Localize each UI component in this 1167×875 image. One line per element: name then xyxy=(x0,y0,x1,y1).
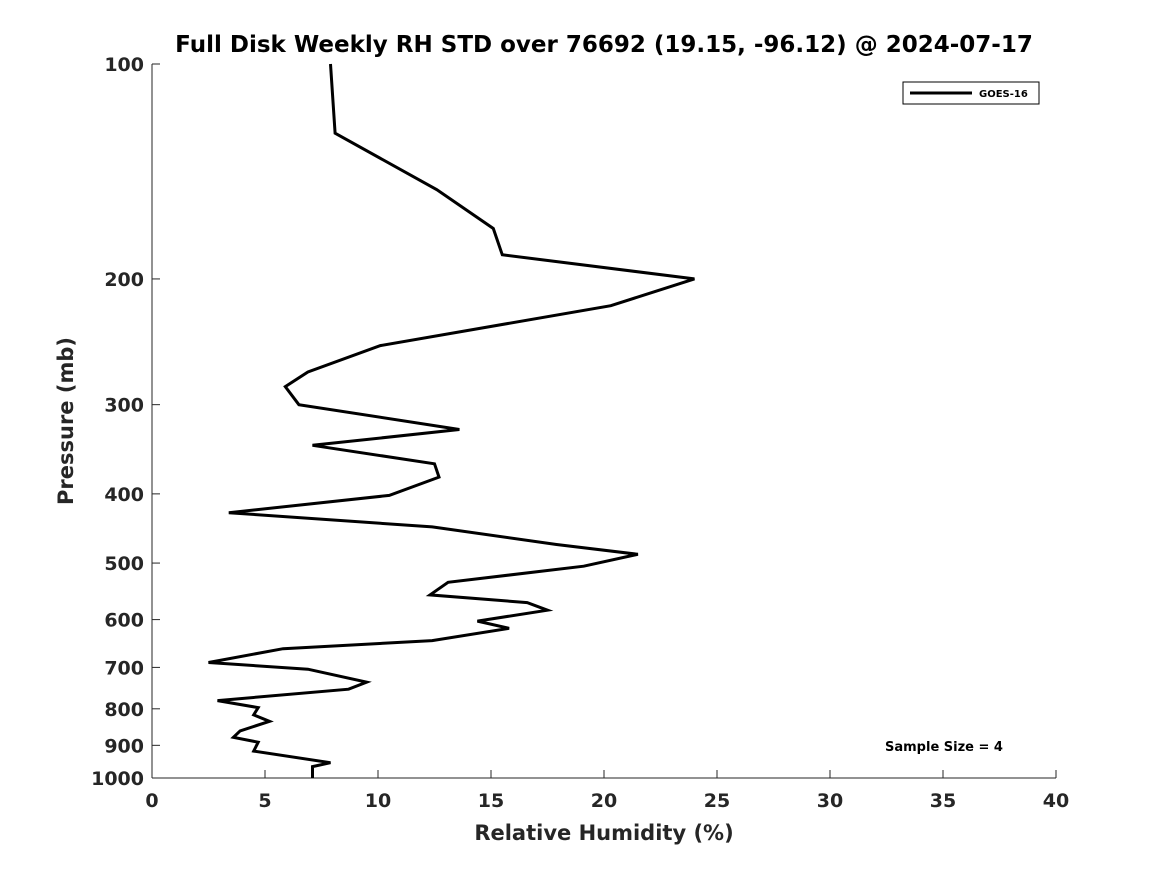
plot-lines xyxy=(208,63,695,778)
y-tick-label: 400 xyxy=(104,484,144,506)
y-axis-label: Pressure (mb) xyxy=(54,337,78,505)
legend-label-goes-16: GOES-16 xyxy=(979,89,1028,100)
x-tick-label: 35 xyxy=(930,790,956,812)
y-tick-label: 300 xyxy=(104,395,144,417)
x-tick-label: 15 xyxy=(478,790,504,812)
x-tick-label: 10 xyxy=(365,790,391,812)
chart-title: Full Disk Weekly RH STD over 76692 (19.1… xyxy=(175,32,1033,58)
y-tick-label: 600 xyxy=(104,610,144,632)
x-axis-label: Relative Humidity (%) xyxy=(474,821,733,845)
series-line-goes-16 xyxy=(208,63,695,778)
y-tick-label: 100 xyxy=(104,54,144,76)
y-tick-label: 1000 xyxy=(91,768,144,790)
y-tick-label: 900 xyxy=(104,735,144,757)
x-tick-label: 0 xyxy=(145,790,158,812)
legend: GOES-16 xyxy=(902,81,1040,105)
x-tick-label: 30 xyxy=(817,790,843,812)
y-tick-label: 700 xyxy=(104,657,144,679)
x-tick-label: 5 xyxy=(258,790,271,812)
x-tick-label: 40 xyxy=(1043,790,1069,812)
y-tick-label: 800 xyxy=(104,699,144,721)
y-tick-label: 200 xyxy=(104,269,144,291)
y-tick-label: 500 xyxy=(104,553,144,575)
x-tick-label: 25 xyxy=(704,790,730,812)
sample-size-annotation: Sample Size = 4 xyxy=(885,740,1003,755)
x-tick-label: 20 xyxy=(591,790,617,812)
plot-axes: 0 5 10 15 20 25 30 35 40 100 200 300 400 500 600 700 800… xyxy=(91,54,1069,812)
